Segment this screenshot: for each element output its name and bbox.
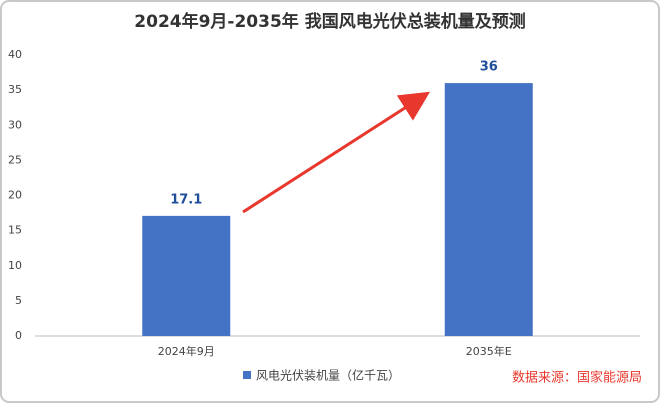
- bar: [444, 83, 533, 336]
- chart-title: 2024年9月-2035年 我国风电光伏总装机量及预测: [134, 11, 525, 32]
- source-note: 数据来源：国家能源局: [512, 370, 642, 386]
- legend-swatch: [243, 371, 251, 379]
- x-tick-label: 2024年9月: [158, 344, 215, 358]
- value-label: 36: [480, 60, 498, 75]
- y-tick-label: 15: [8, 224, 22, 237]
- legend-label: 风电光伏装机量（亿千瓦）: [256, 368, 400, 383]
- y-tick-label: 25: [8, 153, 22, 166]
- y-tick-label: 30: [8, 118, 22, 131]
- y-tick-label: 20: [8, 189, 22, 202]
- y-tick-label: 40: [8, 48, 22, 61]
- y-tick-label: 0: [15, 329, 22, 342]
- y-tick-label: 5: [15, 294, 22, 307]
- trend-arrow: [242, 91, 431, 214]
- y-tick-label: 10: [8, 259, 22, 272]
- value-label: 17.1: [170, 192, 202, 207]
- plot: 0 5 10 15 20 25 30 35 40 2024年9月 17.1 2035年E 36 风电光伏装…: [8, 48, 533, 383]
- bar: [142, 215, 231, 336]
- x-tick-label: 2035年E: [466, 344, 512, 358]
- y-tick-label: 35: [8, 83, 22, 96]
